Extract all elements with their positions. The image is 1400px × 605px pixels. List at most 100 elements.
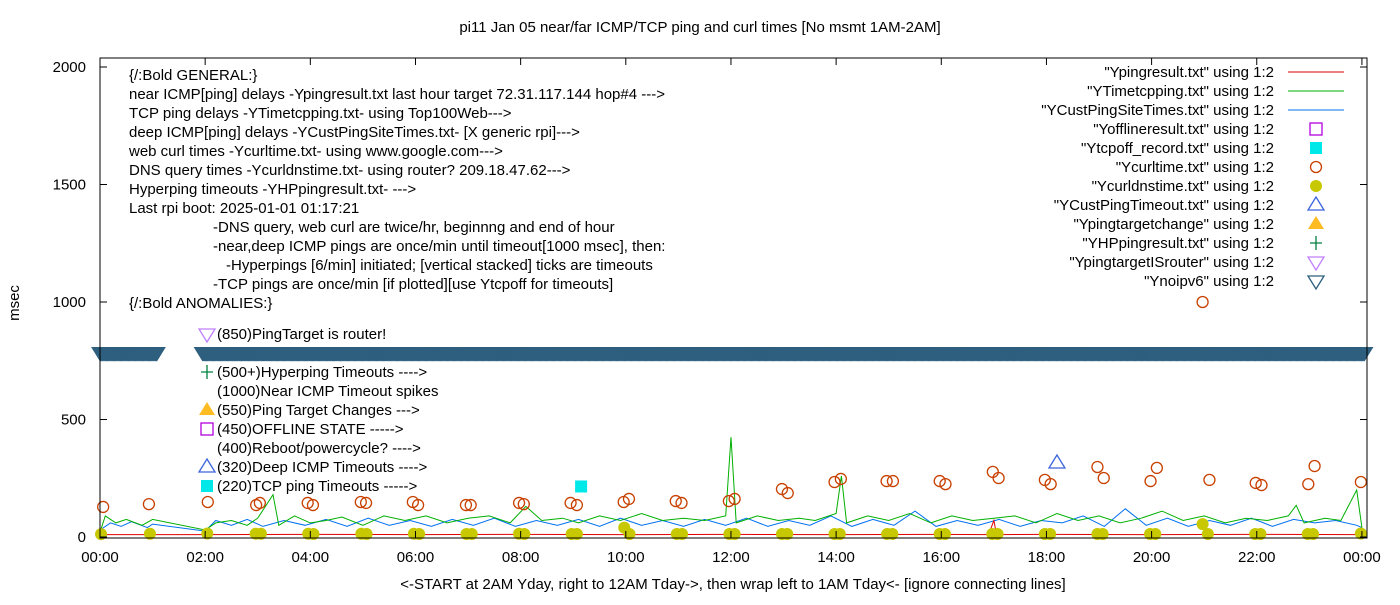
anomaly-label: (550)Ping Target Changes ---> (217, 402, 420, 419)
note-line: near ICMP[ping] delays -Ypingresult.txt … (129, 86, 665, 103)
legend-router-icon (1306, 256, 1326, 272)
legend-label-deeptimeout: "YCustPingTimeout.txt" using 1:2 (1054, 197, 1274, 214)
legend-label-ping: "Ypingresult.txt" using 1:2 (1104, 64, 1274, 81)
x-tick-label: 10:00 (607, 549, 645, 566)
curl-point (1302, 477, 1315, 491)
noipv6-marker (1355, 347, 1374, 362)
curl-point (464, 498, 477, 512)
curl-point (459, 498, 473, 512)
dns-point (201, 527, 214, 540)
curl-point (992, 471, 1005, 485)
y-tick-label: 1500 (53, 177, 86, 194)
x-tick-label: 04:00 (292, 549, 330, 566)
y-tick-label: 500 (61, 412, 86, 429)
anomaly-label: (450)OFFLINE STATE -----> (217, 421, 404, 438)
dns-point (833, 527, 846, 540)
curl-point (1255, 478, 1268, 492)
curl-point (622, 492, 636, 506)
noipv6-marker (148, 347, 166, 362)
note-line: -near,deep ICMP pings are once/min until… (213, 238, 665, 255)
curl-point (301, 496, 314, 510)
legend-label-cust: "YCustPingSiteTimes.txt" using 1:2 (1041, 102, 1274, 119)
curl-point (570, 498, 584, 512)
curl-point (1249, 476, 1262, 490)
note-line: -TCP pings are once/min [if plotted][use… (213, 276, 613, 293)
anomaly-label: (500+)Hyperping Timeouts ----> (217, 364, 427, 381)
axes: 0 500 1000 1500 2000 00:00 02:00 04:00 06:00 08:0… (53, 58, 1381, 566)
curl-point (781, 486, 794, 500)
deeptimeout-icon (197, 457, 217, 473)
curl-point (886, 474, 900, 488)
y-tick-label: 0 (78, 529, 86, 546)
noipv6-band (91, 347, 1374, 362)
curl-point (253, 496, 266, 510)
legend-curl-icon (1309, 160, 1323, 174)
curl-point (722, 494, 736, 508)
dns-point (676, 527, 689, 540)
legend-label-router: "YpingtargetISrouter" using 1:2 (1069, 254, 1274, 271)
curl-point (1196, 295, 1209, 309)
x-tick-label: 14:00 (817, 549, 855, 566)
dns-point (1354, 527, 1367, 540)
curl-point (834, 472, 848, 486)
dns-point (1044, 527, 1057, 540)
legend-tcpoff-icon (1310, 142, 1322, 154)
note-line: deep ICMP[ping] delays -YCustPingSiteTim… (129, 124, 580, 141)
legend-label-curl: "Ycurltime.txt" using 1:2 (1116, 159, 1274, 176)
annotation-notes: {/:Bold GENERAL:} near ICMP[ping] delays … (128, 67, 665, 312)
y-tick-label: 2000 (53, 59, 86, 76)
targetchange-icon (199, 402, 215, 415)
note-line: Hyperping timeouts -YHPpingresult.txt- -… (129, 181, 416, 198)
y-tick-label: 1000 (53, 294, 86, 311)
x-tick-label: 08:00 (502, 549, 540, 566)
x-tick-label: 00:00 (81, 549, 119, 566)
legend-label-targetchange: "Ypingtargetchange" using 1:2 (1073, 216, 1274, 233)
tcp-line (99, 437, 1363, 533)
curl-point (142, 497, 156, 511)
curl-point (933, 474, 946, 488)
router-icon (197, 328, 217, 344)
dns-point (1096, 527, 1109, 540)
legend-offline-icon (1309, 122, 1323, 136)
dns-point (143, 527, 156, 540)
curl-point (512, 496, 526, 510)
legend-noipv6-icon (1306, 275, 1326, 291)
curl-point (517, 497, 530, 511)
legend-label-hyperping: "YHPpingresult.txt" using 1:2 (1082, 235, 1274, 252)
curl-point (1150, 461, 1164, 475)
tcpoff-point (575, 480, 588, 493)
legend-targetchange-icon (1308, 216, 1324, 229)
dns-point (254, 527, 267, 540)
note-line: -Hyperpings [6/min] initiated; [vertical… (226, 257, 653, 274)
dns-point (623, 527, 636, 540)
chart-title: pi11 Jan 05 near/far ICMP/TCP ping and c… (459, 19, 940, 36)
dns-point (1254, 527, 1267, 540)
x-tick-label: 22:00 (1238, 549, 1276, 566)
curl-point (939, 477, 952, 491)
dns-point (1149, 527, 1162, 540)
x-axis-label: <-START at 2AM Yday, right to 12AM Tday-… (400, 576, 1065, 593)
dns-point (570, 527, 583, 540)
note-line: DNS query times -Ycurldnstime.txt- using… (129, 162, 571, 179)
legend: "Ypingresult.txt" using 1:2 "YTimetcpping… (1041, 64, 1344, 291)
x-tick-label: 02:00 (186, 549, 224, 566)
deeptimeout-point (1047, 453, 1067, 469)
dns-point (465, 527, 478, 540)
x-tick-label: 12:00 (712, 549, 750, 566)
dns-point (413, 527, 426, 540)
hyperping-icon (201, 365, 213, 379)
curl-point (1203, 473, 1216, 487)
legend-hyperping-icon (1310, 236, 1322, 250)
curl-point (1097, 471, 1110, 485)
note-line: Last rpi boot: 2025-01-01 01:17:21 (129, 200, 359, 217)
dns-point (886, 527, 899, 540)
anomaly-label: (320)Deep ICMP Timeouts ----> (217, 459, 427, 476)
curl-point (828, 475, 841, 489)
curl-point (986, 465, 999, 479)
anomaly-label: (400)Reboot/powercycle? ----> (217, 440, 421, 457)
note-line: {/:Bold ANOMALIES:} (129, 295, 272, 312)
legend-deeptimeout-icon (1306, 195, 1326, 211)
dns-point (360, 527, 373, 540)
x-tick-label: 00:00 (1343, 549, 1381, 566)
